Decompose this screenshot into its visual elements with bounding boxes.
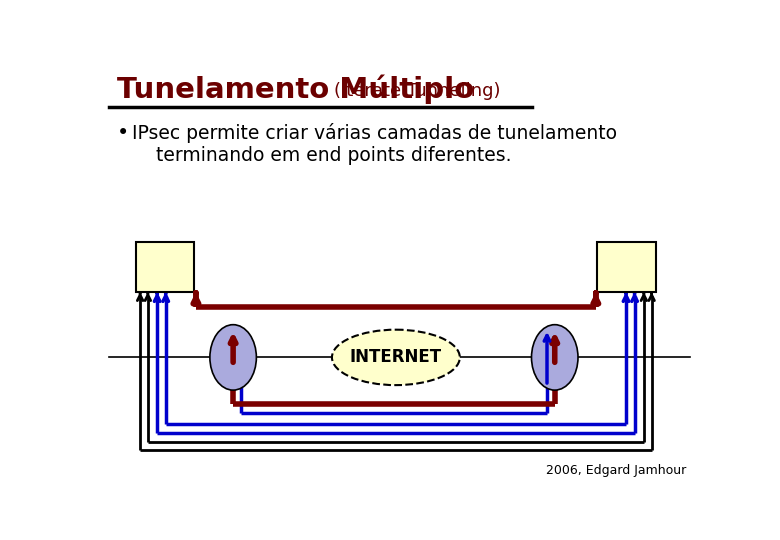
Text: IPsec permite criar várias camadas de tunelamento
    terminando em end points d: IPsec permite criar várias camadas de tu… bbox=[133, 123, 618, 165]
Ellipse shape bbox=[332, 330, 460, 385]
Bar bbox=[136, 242, 194, 292]
Text: (Iterate Tunneling): (Iterate Tunneling) bbox=[334, 82, 501, 100]
Ellipse shape bbox=[210, 325, 257, 390]
Text: Tunelamento Múltiplo: Tunelamento Múltiplo bbox=[117, 75, 474, 104]
Text: INTERNET: INTERNET bbox=[349, 348, 442, 367]
Text: •: • bbox=[117, 123, 129, 143]
Ellipse shape bbox=[531, 325, 578, 390]
Bar bbox=[597, 242, 655, 292]
Text: 2006, Edgard Jamhour: 2006, Edgard Jamhour bbox=[546, 464, 686, 477]
